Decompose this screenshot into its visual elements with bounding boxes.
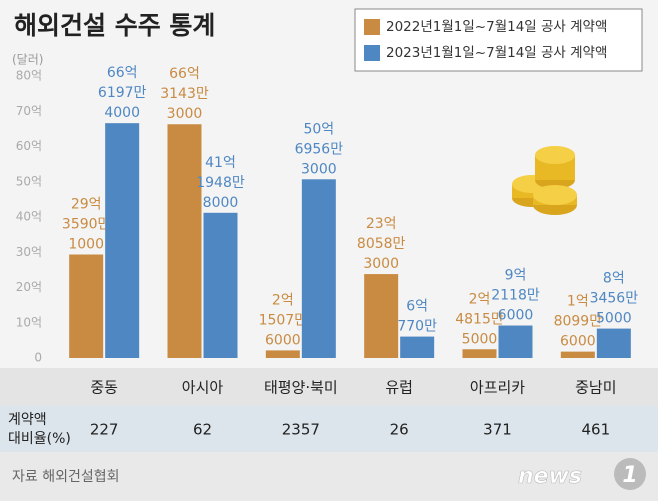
value-label: 29억: [71, 197, 102, 213]
y-tick-label: 10억: [16, 315, 42, 329]
ratio-value: 227: [90, 421, 119, 439]
bar: [167, 124, 202, 358]
value-label: 8099만: [554, 314, 603, 330]
value-label: 3456만: [590, 291, 639, 307]
value-label: 4000: [104, 105, 140, 121]
y-tick-label: 20억: [16, 280, 42, 294]
value-label: 8058만: [357, 236, 406, 252]
legend-label: 2023년1월1일~7월14일 공사 계약액: [386, 45, 607, 61]
value-label: 2118만: [491, 288, 540, 304]
value-label: 3143만: [160, 86, 209, 102]
y-tick-label: 60억: [16, 139, 42, 153]
bar: [498, 325, 533, 358]
y-tick-label: 70억: [16, 104, 42, 118]
x-tick-label: 중남미: [575, 379, 616, 397]
ratio-label: 계약액: [8, 412, 47, 428]
value-label: 23억: [366, 216, 397, 232]
value-label: 41억: [205, 155, 236, 171]
footer-band: [0, 452, 658, 501]
value-label: 6197만: [98, 85, 147, 101]
value-label: 770만: [397, 319, 437, 335]
value-label: 1507만: [259, 312, 308, 328]
bar: [301, 179, 336, 358]
ratio-value: 371: [483, 421, 512, 439]
source: 자료 해외건설협회: [12, 469, 120, 485]
bar: [69, 254, 104, 358]
value-label: 5000: [596, 311, 632, 327]
category-band: [0, 368, 658, 406]
bar: [203, 212, 238, 358]
logo-circle: [614, 458, 646, 490]
y-tick-label: 80억: [16, 69, 42, 83]
logo-number: 1: [622, 463, 637, 488]
value-label: 66억: [169, 66, 200, 82]
coins: [512, 146, 577, 215]
value-label: 6000: [560, 334, 596, 350]
value-label: 6억: [406, 299, 428, 315]
y-tick-label: 40억: [16, 210, 42, 224]
value-label: 1억: [567, 294, 589, 310]
x-tick-label: 유럽: [385, 379, 413, 397]
ratio-band: [0, 406, 658, 452]
value-label: 2억: [469, 291, 491, 307]
value-label: 1948만: [196, 175, 245, 191]
legend-swatch: [364, 45, 380, 61]
legend-swatch: [364, 19, 380, 35]
value-label: 5000: [462, 331, 498, 347]
value-label: 3000: [363, 256, 399, 272]
x-tick-label: 태평양·북미: [264, 379, 338, 397]
value-label: 66억: [107, 65, 138, 81]
ratio-label: 대비율(%): [8, 431, 71, 447]
bar: [560, 351, 595, 358]
value-label: 1000: [68, 237, 104, 253]
value-label: 4815만: [455, 311, 504, 327]
chart-title: 해외건설 수주 통계: [14, 11, 215, 40]
value-label: 50억: [303, 121, 334, 137]
unit-label: (달러): [12, 53, 43, 67]
legend: [354, 8, 643, 72]
ratio-value: 2357: [282, 421, 320, 439]
y-tick-label: 30억: [16, 245, 42, 259]
x-tick-label: 중동: [90, 379, 118, 397]
value-label: 6956만: [295, 141, 344, 157]
bar: [105, 123, 140, 359]
value-label: 6000: [498, 308, 534, 324]
value-label: 8000: [203, 195, 239, 211]
bar: [364, 274, 399, 358]
value-label: 9억: [505, 268, 527, 284]
bar: [400, 336, 435, 358]
legend-label: 2022년1월1일~7월14일 공사 계약액: [386, 19, 607, 35]
ratio-value: 62: [193, 421, 212, 439]
bar: [265, 350, 300, 358]
logo-text: news: [518, 464, 582, 489]
x-tick-label: 아시아: [182, 379, 224, 397]
bar: [596, 328, 631, 358]
ratio-value: 461: [582, 421, 611, 439]
value-label: 3000: [167, 106, 203, 122]
value-label: 6000: [265, 332, 301, 348]
value-label: 3590만: [62, 217, 111, 233]
x-tick-label: 아프리카: [470, 379, 525, 397]
y-tick-label: 0: [34, 351, 42, 365]
y-tick-label: 50억: [16, 174, 42, 188]
ratio-value: 26: [390, 421, 409, 439]
bar: [462, 349, 497, 358]
value-label: 2억: [272, 292, 294, 308]
value-label: 3000: [301, 161, 337, 177]
value-label: 8억: [603, 271, 625, 287]
